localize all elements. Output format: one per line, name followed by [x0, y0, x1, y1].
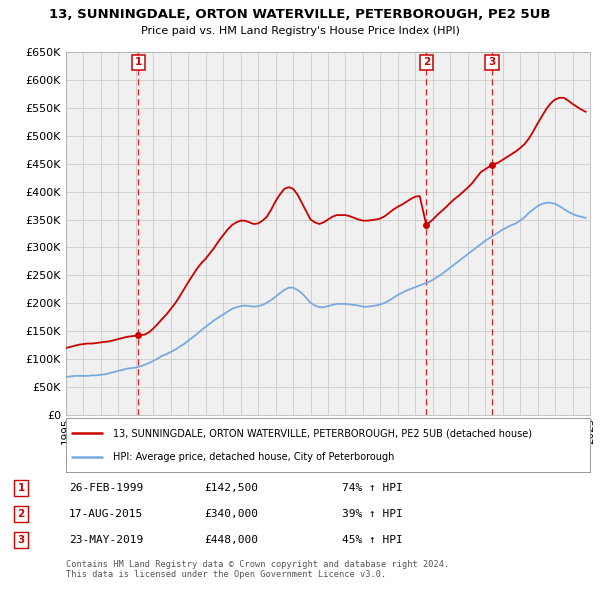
Text: 2: 2	[423, 57, 430, 67]
Text: £142,500: £142,500	[204, 483, 258, 493]
Text: 26-FEB-1999: 26-FEB-1999	[69, 483, 143, 493]
Text: 1: 1	[17, 483, 25, 493]
Text: 2: 2	[17, 509, 25, 519]
Text: 3: 3	[17, 535, 25, 545]
Text: Contains HM Land Registry data © Crown copyright and database right 2024.
This d: Contains HM Land Registry data © Crown c…	[66, 560, 449, 579]
Text: £448,000: £448,000	[204, 535, 258, 545]
Text: 74% ↑ HPI: 74% ↑ HPI	[342, 483, 403, 493]
Text: £340,000: £340,000	[204, 509, 258, 519]
Text: Price paid vs. HM Land Registry's House Price Index (HPI): Price paid vs. HM Land Registry's House …	[140, 26, 460, 36]
Text: 39% ↑ HPI: 39% ↑ HPI	[342, 509, 403, 519]
Text: 45% ↑ HPI: 45% ↑ HPI	[342, 535, 403, 545]
Text: 17-AUG-2015: 17-AUG-2015	[69, 509, 143, 519]
Text: 13, SUNNINGDALE, ORTON WATERVILLE, PETERBOROUGH, PE2 5UB: 13, SUNNINGDALE, ORTON WATERVILLE, PETER…	[49, 8, 551, 21]
Text: 23-MAY-2019: 23-MAY-2019	[69, 535, 143, 545]
Text: HPI: Average price, detached house, City of Peterborough: HPI: Average price, detached house, City…	[113, 452, 395, 462]
Text: 1: 1	[135, 57, 142, 67]
Text: 3: 3	[488, 57, 496, 67]
Text: 13, SUNNINGDALE, ORTON WATERVILLE, PETERBOROUGH, PE2 5UB (detached house): 13, SUNNINGDALE, ORTON WATERVILLE, PETER…	[113, 428, 532, 438]
